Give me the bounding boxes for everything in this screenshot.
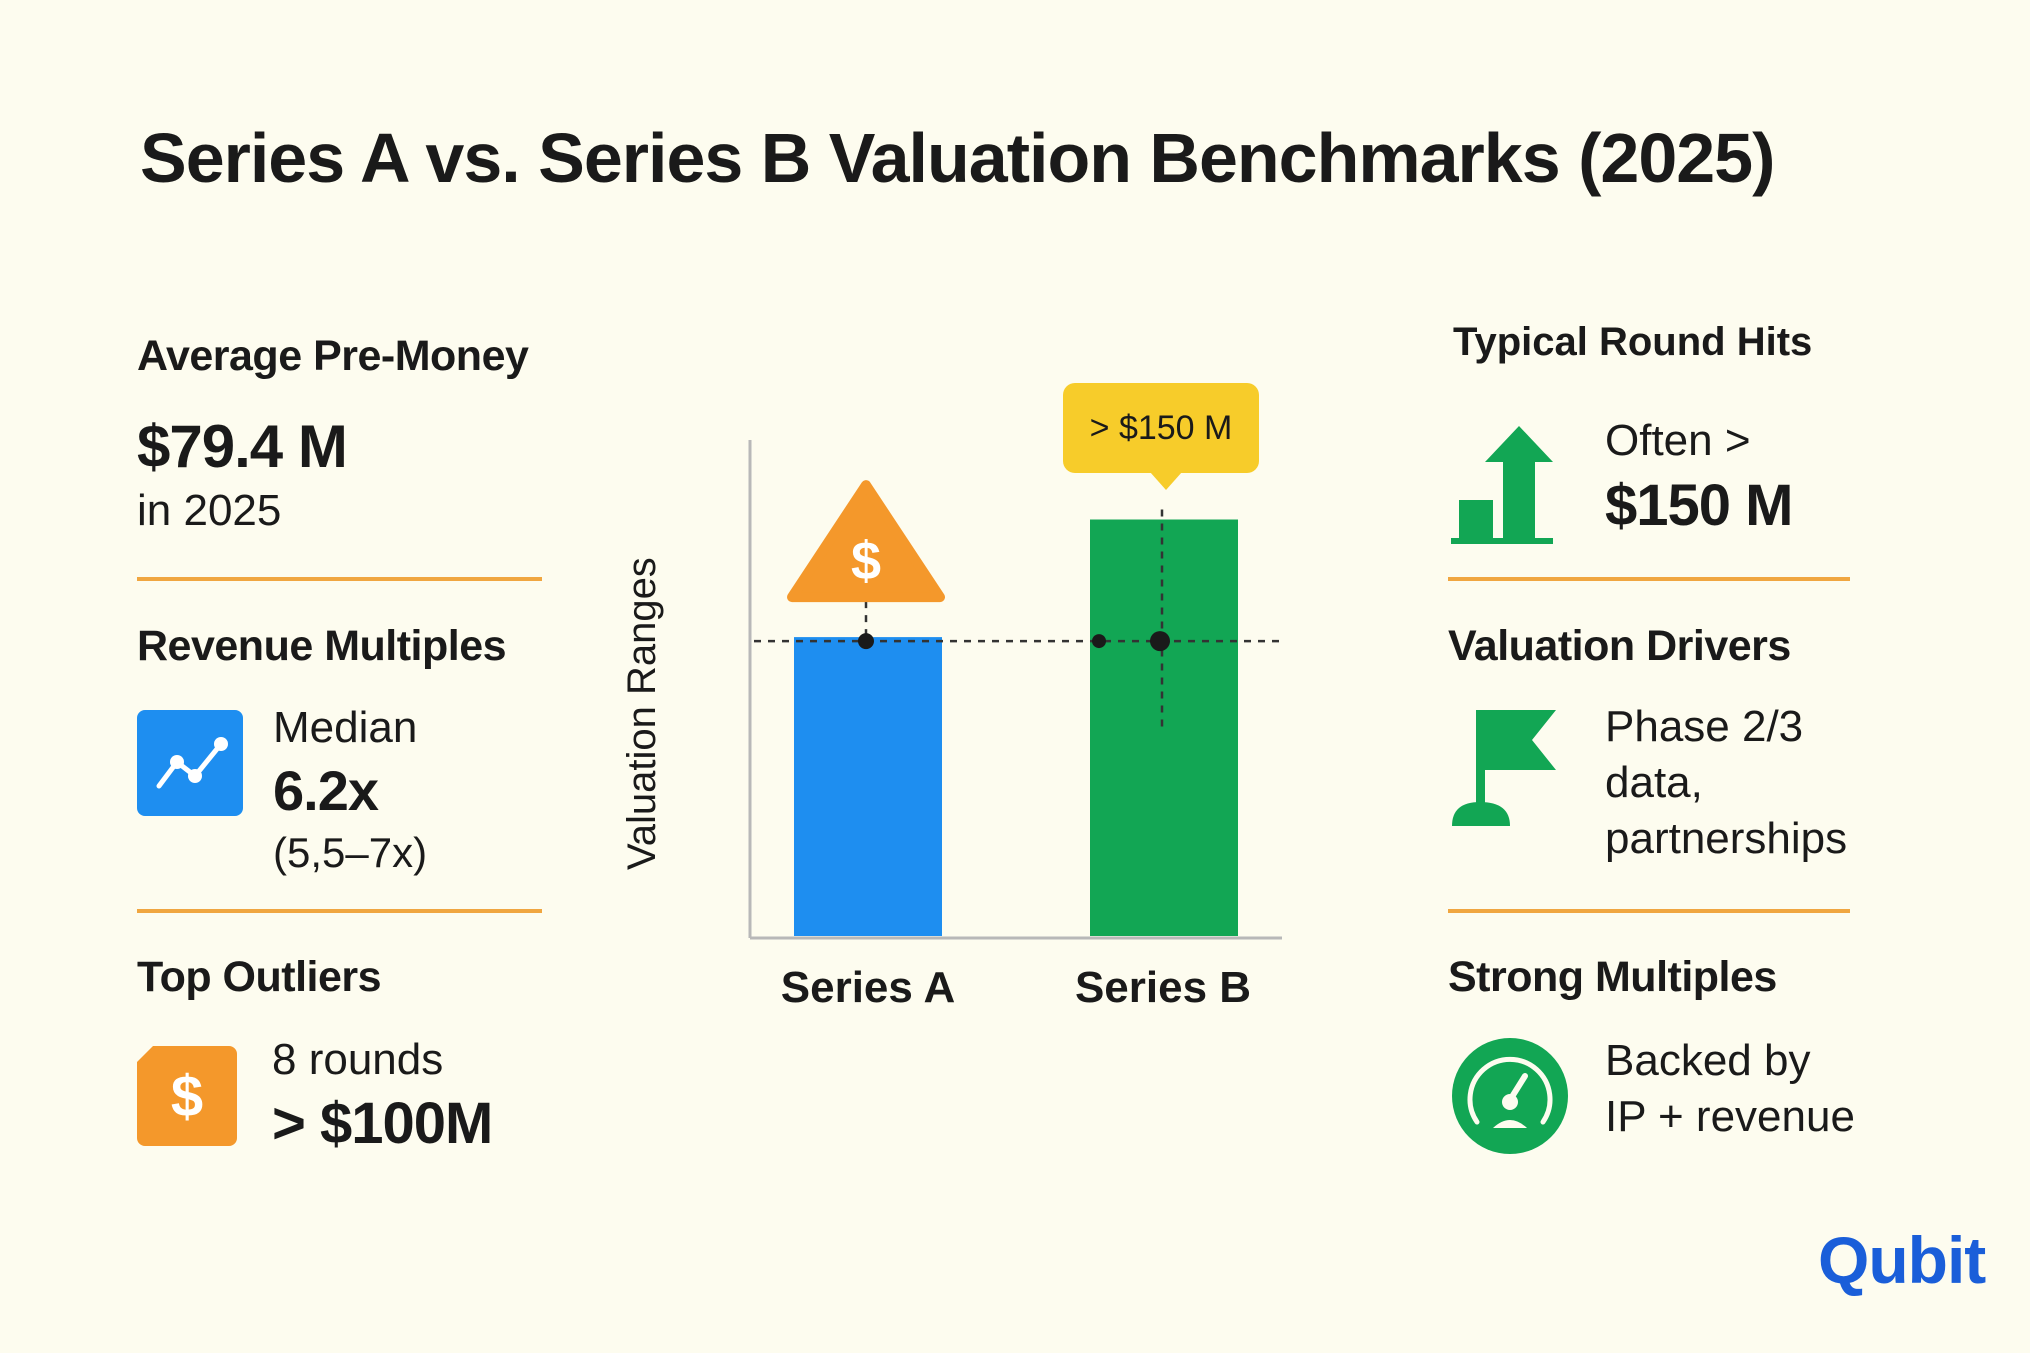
warning-triangle-icon (787, 480, 945, 603)
gauge-icon (1451, 1036, 1569, 1156)
strong-line1: Backed by (1605, 1036, 1811, 1085)
x-tick-series-a: Series A (780, 963, 956, 1012)
pre-money-heading: Average Pre-Money (137, 332, 529, 380)
strong-line2: IP + revenue (1605, 1092, 1855, 1141)
bar-chart: $ (748, 440, 1285, 940)
divider (137, 577, 542, 581)
strong-heading: Strong Multiples (1448, 953, 1777, 1001)
qubit-logo: Qubit (1818, 1223, 1986, 1297)
drivers-line1: Phase 2/3 (1605, 702, 1804, 751)
line-chart-icon (137, 710, 243, 816)
divider (137, 909, 542, 913)
round-hits-value: $150 M (1605, 473, 1793, 538)
bar-series-b (1090, 519, 1238, 936)
outliers-value: > $100M (272, 1091, 493, 1156)
round-hits-heading: Typical Round Hits (1453, 320, 1813, 364)
pre-money-value: $79.4 M (137, 413, 348, 480)
svg-text:$: $ (171, 1064, 203, 1129)
multiples-heading: Revenue Multiples (137, 622, 507, 670)
bar-series-a (794, 637, 942, 936)
outliers-label: 8 rounds (272, 1035, 444, 1084)
round-hits-line1: Often > (1605, 416, 1751, 465)
series-b-point (1150, 631, 1170, 652)
multiples-label: Median (273, 703, 418, 752)
dollar-icon: $ (137, 1046, 237, 1146)
series-a-point (858, 633, 874, 650)
outliers-heading: Top Outliers (137, 953, 382, 1001)
series-b-callout: > $150 M (1063, 383, 1259, 473)
flag-icon (1448, 706, 1560, 826)
dollar-icon: $ (851, 531, 881, 591)
divider (1448, 909, 1850, 913)
divider (1448, 577, 1850, 581)
drivers-line2: data, (1605, 758, 1703, 807)
callout-pointer (1150, 472, 1182, 490)
x-tick-series-b: Series B (1074, 963, 1252, 1012)
y-axis-label: Valuation Ranges (620, 557, 664, 870)
drivers-heading: Valuation Drivers (1448, 622, 1791, 670)
pre-money-note: in 2025 (137, 486, 282, 535)
page-title: Series A vs. Series B Valuation Benchmar… (140, 119, 1775, 197)
reference-point (1092, 634, 1106, 649)
multiples-value: 6.2x (273, 759, 379, 822)
multiples-range: (5,5–7x) (273, 829, 428, 876)
growth-arrow-icon (1451, 424, 1553, 544)
drivers-line3: partnerships (1605, 814, 1848, 863)
